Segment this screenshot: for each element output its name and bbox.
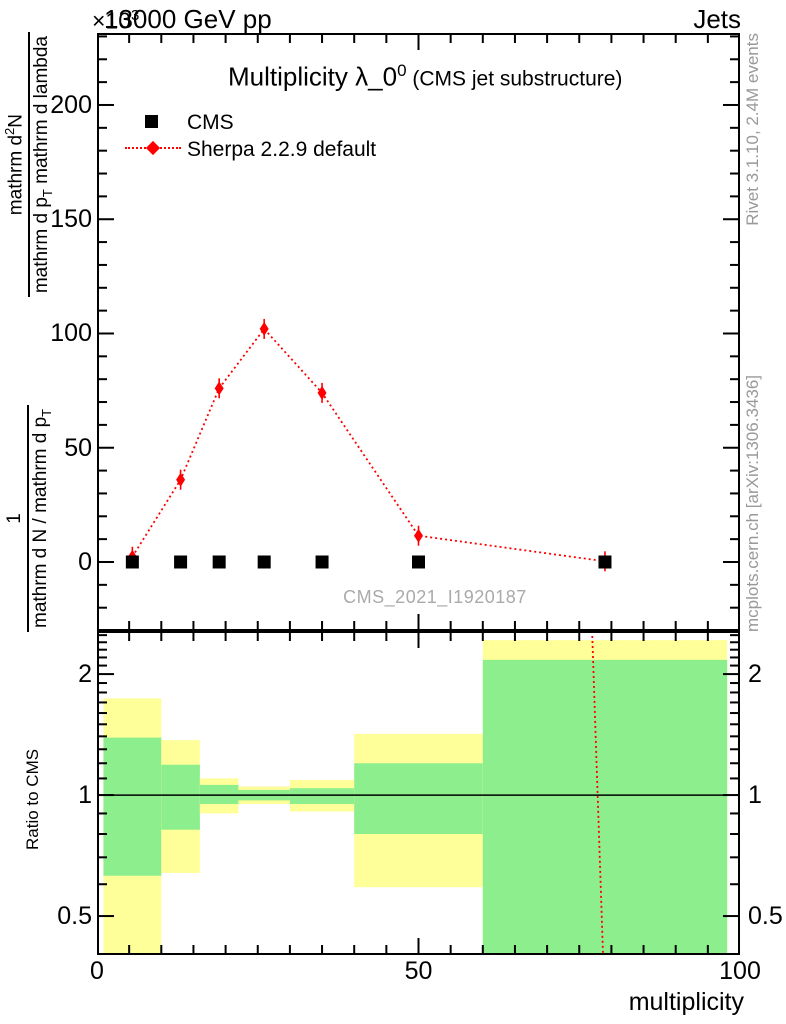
ylabel-frac1-numerator: 1 [3,513,25,524]
rivet-version-note: Rivet 3.1.10, 2.4M events [743,33,762,226]
main-y-tick-label: 100 [50,319,92,348]
ylabel-frac2-denominator: mathrm d pT mathrm d lambda [28,32,56,298]
sherpa-ratio-line [591,631,604,955]
band-green [289,788,355,805]
main-y-tick-label: 0 [78,547,92,576]
plot-title: Multiplicity λ_00 (CMS jet substructure) [228,62,622,90]
cms-square-marker [125,555,139,569]
plot-title-suffix: (CMS jet substructure) [406,67,623,91]
cms-square-marker [315,555,329,569]
band-green [482,659,728,955]
main-plot-canvas [97,33,740,631]
plot-title-superscript: 0 [397,61,407,80]
ratio-y-tick-label-left: 1 [78,781,92,810]
cms-square-marker [412,555,425,569]
ylabel-fraction-2: mathrm d2N mathrm d pT mathrm d lambda [2,32,56,298]
ratio-uncertainty-bands [103,640,728,955]
ratio-y-tick-label-right: 0.5 [748,902,783,931]
analysis-category-label: Jets [693,4,741,34]
axis-scale-multiplier: ×103 [92,7,140,34]
legend-label-sherpa: Sherpa 2.2.9 default [187,138,377,161]
band-green [161,764,200,830]
mcplots-arxiv-note: mcplots.cern.ch [arXiv:1306.3436] [743,374,762,632]
sherpa-diamond-marker [317,385,327,400]
ratio-y-tick-label-right: 2 [748,660,762,689]
analysis-id-watermark: CMS_2021_I1920187 [343,587,527,607]
ratio-y-tick-label-right: 1 [748,781,762,810]
frame-and-ticks [97,631,740,955]
cms-square-marker [257,555,271,569]
ratio-y-tick-label-left: 2 [78,660,92,689]
band-green [103,737,162,876]
cms-square-marker [598,555,612,569]
x-tick-label: 50 [404,957,433,985]
ratio-plot-canvas [97,631,740,955]
x-tick-label: 100 [719,957,761,985]
cms-square-marker [174,555,188,569]
sherpa-diamond-marker [214,381,224,396]
main-y-tick-label: 50 [64,433,92,462]
sherpa-series [127,318,610,572]
ylabel-frac2-numerator: mathrm d2N [2,113,27,216]
legend-marker-cms-square [145,115,158,128]
frame-and-ticks [97,33,740,631]
main-y-tick-label: 150 [50,205,92,234]
plot-title-main: Multiplicity λ_0 [228,61,398,92]
ratio-y-tick-label-left: 0.5 [57,902,92,931]
sherpa-diamond-marker [176,472,186,487]
sherpa-diamond-marker [259,321,269,336]
legend-label-cms: CMS [187,111,234,134]
x-axis-label: multiplicity [628,988,744,1016]
cms-square-marker [212,555,226,569]
main-y-tick-label: 200 [50,90,92,119]
sherpa-diamond-marker [414,528,423,543]
band-green [354,763,483,835]
cms-series [125,555,612,569]
beam-energy-label: 13000 GeV pp [104,4,272,34]
x-tick-label: 0 [90,957,104,985]
